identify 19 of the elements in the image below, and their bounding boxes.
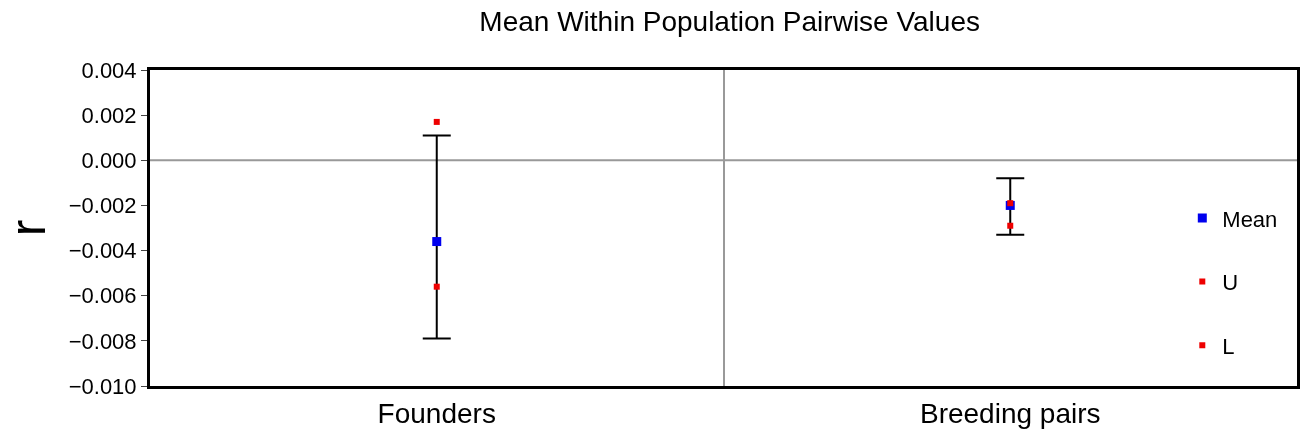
legend-label: L bbox=[1222, 333, 1235, 359]
y-tick-label: −0.010 bbox=[68, 373, 137, 399]
y-tick-label: −0.008 bbox=[68, 328, 137, 354]
x-tick-label: Breeding pairs bbox=[919, 397, 1101, 429]
point bbox=[1007, 222, 1014, 229]
chart-title: Mean Within Population Pairwise Values bbox=[479, 5, 980, 37]
y-tick-label: −0.004 bbox=[68, 238, 137, 264]
x-tick-label: Founders bbox=[377, 397, 496, 429]
y-tick-label: 0.002 bbox=[81, 102, 137, 128]
point bbox=[433, 283, 440, 290]
y-axis-title: r bbox=[0, 219, 56, 237]
y-tick-label: 0.004 bbox=[81, 57, 137, 83]
legend-label: U bbox=[1222, 270, 1239, 296]
point bbox=[432, 237, 442, 247]
legend-label: Mean bbox=[1222, 206, 1278, 232]
y-tick-label: −0.006 bbox=[68, 283, 137, 309]
y-tick-label: 0.000 bbox=[81, 147, 137, 173]
y-tick-label: −0.002 bbox=[68, 193, 137, 219]
point bbox=[433, 118, 440, 125]
